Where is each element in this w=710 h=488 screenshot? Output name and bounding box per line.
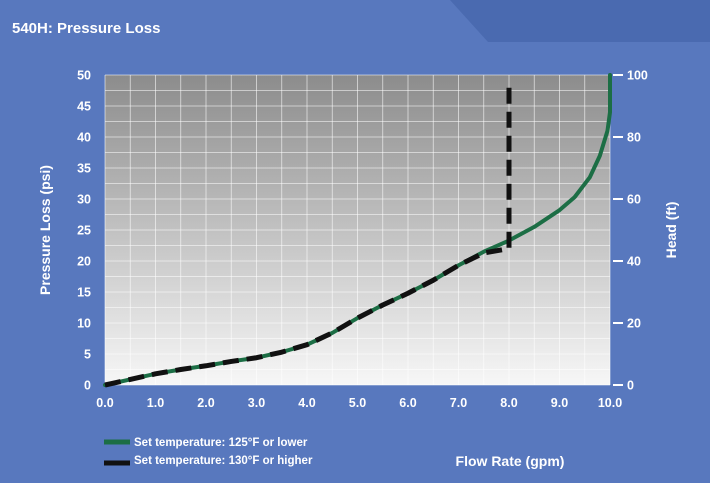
x-tick-label: 4.0 [298, 396, 315, 410]
y2-axis-label: Head (ft) [663, 202, 679, 259]
y2-axis-ticks: 0 20 40 60 80 100 [613, 69, 648, 393]
x-tick-label: 10.0 [598, 396, 622, 410]
x-axis-ticks: 0.0 1.0 2.0 3.0 4.0 5.0 6.0 7.0 8.0 9.0 10.0 [96, 396, 622, 410]
x-axis-label: Flow Rate (gpm) [456, 453, 565, 469]
series-line-130f [104, 87, 512, 388]
x-tick-label: 7.0 [450, 396, 467, 410]
y-tick-label: 20 [77, 255, 91, 269]
y-tick-label: 40 [77, 131, 91, 145]
y2-tick-label: 0 [627, 379, 634, 393]
x-tick-label: 1.0 [147, 396, 164, 410]
grid-lines [104, 74, 611, 386]
x-tick-label: 5.0 [349, 396, 366, 410]
chart-title: 540H: Pressure Loss [12, 20, 160, 37]
series-layer [103, 73, 612, 388]
x-tick-label: 2.0 [197, 396, 214, 410]
legend-label-green: Set temperature: 125°F or lower [134, 437, 308, 449]
x-tick-label: 0.0 [96, 396, 113, 410]
x-tick-label: 3.0 [248, 396, 265, 410]
y-tick-label: 35 [77, 162, 91, 176]
legend-label-black: Set temperature: 130°F or higher [134, 455, 313, 467]
y2-tick-label: 40 [627, 255, 641, 269]
x-tick-label: 8.0 [500, 396, 517, 410]
y-tick-label: 25 [77, 224, 91, 238]
x-tick-label: 6.0 [399, 396, 416, 410]
y-tick-label: 50 [77, 69, 91, 83]
y2-tick-label: 20 [627, 317, 641, 331]
y-tick-label: 0 [84, 379, 91, 393]
y-tick-label: 30 [77, 193, 91, 207]
y2-tick-label: 80 [627, 131, 641, 145]
y-tick-label: 45 [77, 100, 91, 114]
y-tick-label: 5 [84, 348, 91, 362]
y-tick-label: 10 [77, 317, 91, 331]
y2-tick-label: 100 [627, 69, 648, 83]
y-tick-label: 15 [77, 286, 91, 300]
y-axis-ticks: 0 5 10 15 20 25 30 35 40 45 50 [77, 69, 91, 393]
y2-tick-label: 60 [627, 193, 641, 207]
x-tick-label: 9.0 [551, 396, 568, 410]
y-axis-label: Pressure Loss (psi) [37, 165, 53, 295]
legend: Set temperature: 125°F or lower Set temp… [104, 437, 313, 467]
